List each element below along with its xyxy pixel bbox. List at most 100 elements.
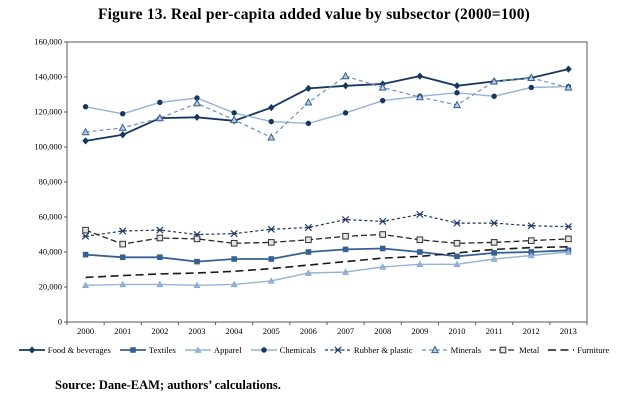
data-point-marker [231, 110, 237, 116]
data-point-marker [82, 104, 89, 110]
legend-label: Rubber & plastic [353, 345, 413, 355]
series-line [85, 85, 569, 125]
y-axis-label: 140,000 [34, 72, 62, 82]
x-axis-label: 2012 [523, 326, 540, 336]
series-line [85, 229, 569, 245]
data-point-marker [415, 92, 424, 101]
y-axis-label: 160,000 [34, 37, 62, 47]
data-point-marker [565, 248, 572, 255]
data-point-marker [305, 84, 312, 92]
data-point-marker [416, 72, 424, 80]
data-point-marker [304, 97, 313, 106]
data-point-marker [452, 100, 462, 109]
y-axis-label: 40,000 [39, 247, 62, 257]
line-chart-canvas: 0 20,000 40,000 60,000 80,000 100,000 120,000 1… [34, 37, 588, 336]
series-line [85, 246, 569, 279]
x-axis-label: 2010 [449, 326, 466, 336]
y-axis-label: 120,000 [34, 107, 62, 117]
data-point-marker [267, 104, 275, 112]
data-point-marker [81, 127, 90, 136]
data-point-marker [194, 258, 200, 265]
x-axis-label: 2003 [189, 326, 206, 336]
y-axis-label: 20,000 [39, 282, 62, 292]
legend-label: Textiles [148, 345, 176, 355]
data-point-marker [430, 345, 439, 354]
legend-label: Metal [519, 345, 540, 355]
data-point-marker [305, 249, 312, 255]
data-point-marker [380, 97, 386, 104]
data-point-marker [499, 346, 507, 354]
data-point-marker [119, 131, 127, 139]
data-point-marker [417, 249, 423, 255]
source-note: Source: Dane-EAM; authors’ calculations. [55, 378, 281, 392]
data-point-marker [342, 110, 349, 116]
data-point-marker [491, 250, 497, 256]
data-point-marker [268, 256, 275, 262]
legend-marker-rubber-plastic-icon [324, 346, 351, 354]
series-line [85, 75, 569, 139]
data-point-marker [453, 260, 461, 267]
legend-item-food-beverages: Food & beverages [18, 345, 111, 355]
data-point-marker [454, 253, 460, 260]
data-point-marker [379, 263, 387, 270]
x-axis-label: 2008 [374, 326, 391, 336]
data-point-marker [82, 251, 89, 258]
data-point-marker [260, 347, 267, 353]
data-point-marker [565, 235, 572, 243]
legend-item-furniture: Furniture [548, 345, 609, 355]
data-point-marker [379, 245, 386, 252]
data-point-marker [82, 281, 89, 288]
series-line [85, 251, 569, 287]
series-line [85, 247, 569, 263]
x-axis-label: 2013 [560, 326, 577, 336]
data-point-marker [230, 239, 238, 247]
data-point-marker [230, 280, 238, 288]
series-rubber-plastic [81, 210, 573, 240]
legend-label: Chemicals [279, 345, 316, 355]
data-point-marker [194, 346, 202, 353]
data-point-marker [342, 268, 349, 275]
legend-marker-minerals-icon [421, 345, 448, 354]
data-point-marker [267, 277, 275, 284]
data-point-marker [82, 226, 89, 234]
data-point-marker [267, 239, 275, 246]
data-point-marker [490, 76, 499, 85]
series-apparel [82, 248, 572, 288]
data-point-marker [342, 246, 349, 253]
data-point-marker [193, 235, 201, 243]
data-point-marker [156, 234, 164, 242]
data-point-marker [341, 71, 350, 80]
legend-item-apparel: Apparel [184, 345, 242, 355]
data-point-marker [416, 260, 424, 267]
series-minerals [81, 71, 573, 141]
data-point-marker [193, 281, 201, 288]
data-point-marker [268, 118, 274, 125]
data-point-marker [119, 280, 127, 288]
y-axis-label: 60,000 [39, 212, 62, 222]
data-point-marker [305, 236, 312, 244]
x-axis-label: 2005 [263, 326, 280, 336]
legend-item-textiles: Textiles [119, 345, 176, 355]
legend-marker-chemicals-icon [250, 347, 277, 353]
x-axis-label: 2001 [114, 326, 131, 336]
data-point-marker [119, 240, 127, 248]
y-axis-label: 80,000 [39, 177, 62, 187]
legend-marker-apparel-icon [184, 346, 211, 353]
legend-label: Apparel [213, 345, 242, 355]
data-point-marker [490, 255, 498, 262]
legend-item-metal: Metal [490, 345, 539, 355]
data-point-marker [527, 73, 536, 81]
data-point-marker [527, 251, 535, 259]
chart-title: Figure 13. Real per-capita added value b… [97, 6, 531, 23]
data-point-marker [156, 280, 164, 288]
data-point-marker [527, 237, 535, 244]
data-point-marker [82, 137, 89, 145]
data-point-marker [379, 231, 387, 238]
data-point-marker [453, 82, 461, 90]
data-point-marker [378, 83, 387, 91]
x-axis-label: 2002 [151, 326, 168, 336]
legend-marker-furniture-icon [548, 349, 575, 351]
x-axis-label: 2000 [77, 326, 94, 336]
data-point-marker [230, 115, 239, 123]
